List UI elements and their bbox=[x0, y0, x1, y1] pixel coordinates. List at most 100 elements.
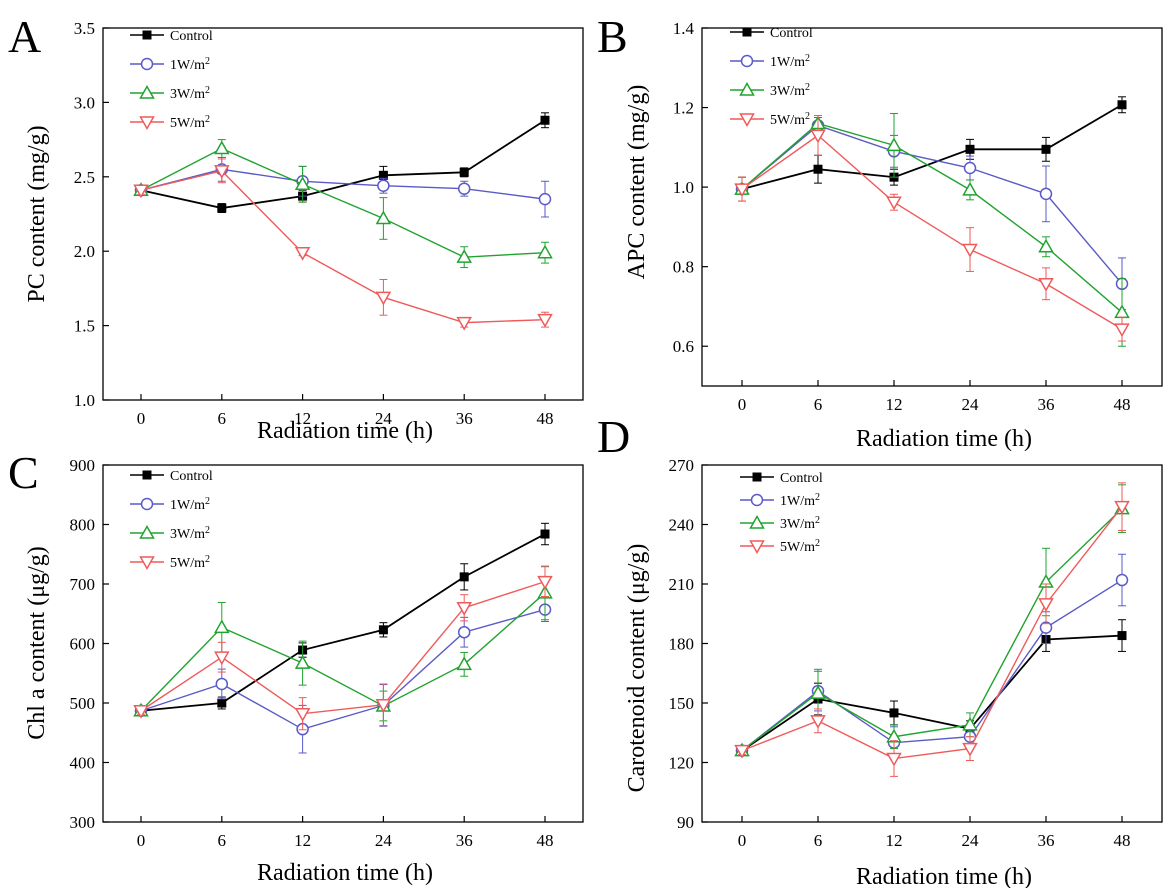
legend-marker bbox=[139, 84, 155, 99]
x-tick-label: 36 bbox=[1038, 395, 1055, 414]
legend-marker bbox=[749, 540, 765, 555]
data-point bbox=[537, 575, 553, 590]
series-c-1 bbox=[134, 597, 552, 754]
legend-label-c-0: Control bbox=[170, 469, 213, 484]
data-point bbox=[537, 313, 553, 328]
data-point bbox=[377, 179, 390, 192]
panel-b: B APC content (mg/g) Radiation time (h) … bbox=[597, 11, 1163, 452]
data-point bbox=[294, 655, 311, 669]
series-line bbox=[741, 634, 1123, 752]
legend-marker bbox=[140, 57, 154, 71]
x-tick-label: 36 bbox=[456, 409, 473, 428]
x-tick-label: 6 bbox=[814, 831, 823, 850]
series-line bbox=[140, 608, 546, 730]
legend-marker bbox=[750, 493, 764, 507]
legend-label-b-2: 3W/m2 bbox=[770, 82, 810, 100]
legend-d: Control 1W/m2 3W/m2 5W/m2 bbox=[740, 471, 823, 555]
data-point bbox=[133, 704, 149, 719]
series-line bbox=[140, 119, 546, 209]
legend-a: Control 1W/m2 3W/m2 5W/m2 bbox=[130, 29, 213, 131]
x-tick-label: 36 bbox=[1038, 831, 1055, 850]
y-tick-label: 1.0 bbox=[74, 391, 95, 410]
data-point bbox=[457, 182, 471, 195]
data-point bbox=[294, 246, 311, 261]
y-tick-label: 1.4 bbox=[673, 19, 695, 38]
data-point bbox=[375, 699, 392, 713]
series-line bbox=[741, 124, 1123, 285]
series-line bbox=[741, 506, 1123, 760]
y-tick-label: 0.6 bbox=[673, 337, 694, 356]
x-tick-label: 0 bbox=[137, 409, 146, 428]
series-layer-a bbox=[133, 112, 553, 331]
y-tick-label: 2.5 bbox=[74, 168, 95, 187]
data-point bbox=[214, 651, 230, 666]
series-layer-b bbox=[734, 96, 1130, 347]
x-tick-label: 0 bbox=[738, 395, 747, 414]
y-tick-label: 300 bbox=[70, 813, 96, 832]
legend-b: Control 1W/m2 3W/m2 5W/m2 bbox=[730, 26, 813, 128]
data-point bbox=[375, 291, 392, 306]
data-point bbox=[1114, 323, 1130, 338]
legend-label-b-3: 5W/m2 bbox=[770, 111, 810, 129]
data-point bbox=[456, 316, 472, 331]
legend-marker bbox=[140, 497, 154, 511]
series-line bbox=[140, 168, 546, 200]
x-tick-label: 24 bbox=[962, 831, 980, 850]
y-tick-label: 400 bbox=[70, 754, 96, 773]
x-tick-label: 24 bbox=[962, 395, 980, 414]
y-axis-label-c: Chl a content (μg/g) bbox=[24, 546, 50, 740]
data-point bbox=[1117, 100, 1127, 110]
x-tick-label: 12 bbox=[294, 831, 311, 850]
legend-label-a-3: 5W/m2 bbox=[170, 114, 210, 132]
y-tick-label: 150 bbox=[669, 694, 695, 713]
data-point bbox=[962, 742, 978, 757]
data-point bbox=[962, 243, 978, 258]
data-point bbox=[1115, 573, 1129, 587]
data-point bbox=[1038, 598, 1054, 612]
y-tick-label: 1.5 bbox=[74, 317, 95, 336]
series-b-1 bbox=[735, 117, 1129, 311]
y-tick-label: 210 bbox=[669, 575, 695, 594]
series-c-0 bbox=[136, 522, 550, 716]
data-point bbox=[963, 161, 977, 175]
y-ticks-a: 1.0 1.5 2.0 2.5 3.0 3.5 bbox=[74, 19, 109, 410]
legend-label-a-0: Control bbox=[170, 29, 213, 44]
legend-marker bbox=[749, 514, 765, 529]
y-tick-label: 600 bbox=[70, 635, 96, 654]
legend-marker bbox=[739, 113, 755, 128]
data-point bbox=[810, 715, 826, 729]
panel-letter-d: D bbox=[597, 411, 630, 462]
series-d-1 bbox=[735, 553, 1129, 760]
data-point bbox=[133, 184, 149, 199]
y-tick-label: 1.0 bbox=[673, 178, 694, 197]
legend-label-b-0: Control bbox=[770, 26, 813, 41]
legend-marker bbox=[742, 27, 752, 37]
data-point bbox=[456, 249, 472, 263]
x-tick-label: 0 bbox=[137, 831, 146, 850]
data-point bbox=[214, 140, 230, 155]
data-point bbox=[962, 181, 978, 196]
series-line bbox=[741, 508, 1123, 752]
plot-frame-a bbox=[102, 27, 584, 401]
data-point bbox=[1117, 631, 1127, 641]
x-axis-label-d: Radiation time (h) bbox=[856, 864, 1032, 888]
y-tick-label: 270 bbox=[669, 456, 695, 475]
series-d-0 bbox=[737, 619, 1127, 756]
y-ticks-c: 300 400 500 600 700 800 900 bbox=[70, 456, 109, 832]
legend-label-a-2: 3W/m2 bbox=[170, 85, 210, 103]
x-tick-label: 24 bbox=[375, 831, 393, 850]
plot-frame-c bbox=[102, 464, 584, 823]
legend-marker bbox=[139, 524, 155, 539]
data-point bbox=[456, 656, 472, 671]
y-tick-label: 2.0 bbox=[74, 242, 95, 261]
x-tick-label: 12 bbox=[886, 831, 903, 850]
legend-marker bbox=[752, 472, 762, 482]
series-line bbox=[741, 579, 1123, 752]
legend-marker bbox=[139, 116, 155, 131]
panel-letter-a: A bbox=[8, 11, 41, 62]
y-tick-label: 500 bbox=[70, 694, 96, 713]
legend-label-c-3: 5W/m2 bbox=[170, 554, 210, 572]
series-c-2 bbox=[133, 565, 553, 722]
y-ticks-b: 0.6 0.8 1.0 1.2 1.4 bbox=[673, 19, 708, 356]
